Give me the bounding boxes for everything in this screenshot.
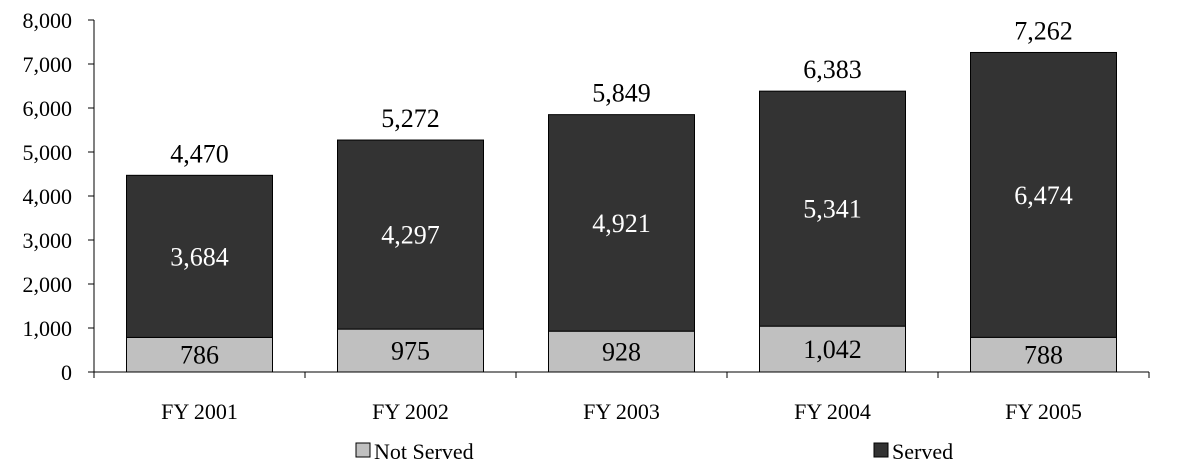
bar-stack: 975 4,297 5,272 bbox=[337, 104, 484, 373]
x-tick-label: FY 2003 bbox=[583, 399, 660, 424]
total-label: 5,849 bbox=[592, 79, 651, 108]
data-label-not-served: 975 bbox=[391, 337, 430, 366]
x-tick-label: FY 2005 bbox=[1005, 399, 1082, 424]
legend-swatch bbox=[355, 442, 371, 458]
legend-label: Not Served bbox=[374, 439, 474, 464]
x-axis: FY 2001 FY 2002 FY 2003 FY 2004 FY 2005 bbox=[93, 371, 1150, 424]
total-label: 6,383 bbox=[803, 55, 862, 84]
bar-not-served bbox=[970, 336, 1117, 373]
bar-not-served bbox=[337, 328, 484, 373]
x-tick-label: FY 2004 bbox=[794, 399, 871, 424]
bar-not-served bbox=[126, 336, 273, 373]
total-label: 7,262 bbox=[1014, 16, 1073, 45]
legend-label: Served bbox=[892, 439, 953, 464]
y-axis: 0 1,000 2,000 3,000 4,000 5,000 6,000 7,000 8,00… bbox=[23, 8, 95, 385]
data-label-served: 4,921 bbox=[592, 209, 651, 238]
bar-stack: 788 6,474 7,262 bbox=[970, 16, 1117, 373]
bar-served bbox=[337, 139, 484, 330]
y-tick-label: 2,000 bbox=[23, 272, 73, 297]
legend: Not Served Served bbox=[355, 439, 953, 464]
data-label-not-served: 928 bbox=[602, 338, 641, 367]
data-label-not-served: 1,042 bbox=[803, 335, 862, 364]
bar-stack: 786 3,684 4,470 bbox=[126, 139, 273, 373]
data-label-not-served: 788 bbox=[1024, 341, 1063, 370]
y-tick-label: 4,000 bbox=[23, 184, 73, 209]
y-tick-label: 8,000 bbox=[23, 8, 73, 33]
y-tick-label: 5,000 bbox=[23, 140, 73, 165]
total-label: 4,470 bbox=[170, 139, 229, 168]
y-tick-label: 7,000 bbox=[23, 52, 73, 77]
y-tick-label: 6,000 bbox=[23, 96, 73, 121]
data-label-served: 3,684 bbox=[170, 242, 229, 271]
data-label-served: 6,474 bbox=[1014, 181, 1073, 210]
y-tick-label: 3,000 bbox=[23, 228, 73, 253]
data-label-served: 4,297 bbox=[381, 221, 440, 250]
total-label: 5,272 bbox=[381, 104, 440, 133]
bar-served bbox=[970, 51, 1117, 338]
bar-served bbox=[548, 114, 695, 332]
bar-stack: 928 4,921 5,849 bbox=[548, 79, 695, 373]
x-tick-label: FY 2001 bbox=[161, 399, 238, 424]
bar-not-served bbox=[548, 330, 695, 373]
bar-stack: 1,042 5,341 6,383 bbox=[759, 55, 906, 373]
data-label-not-served: 786 bbox=[180, 341, 219, 370]
bar-served bbox=[126, 174, 273, 338]
bars: 786 3,684 4,470 975 4,297 5,272 928 4,921 5,849 1… bbox=[126, 16, 1117, 373]
x-tick-label: FY 2002 bbox=[372, 399, 449, 424]
y-tick-label: 1,000 bbox=[23, 316, 73, 341]
y-tick-label: 0 bbox=[61, 360, 72, 385]
bar-served bbox=[759, 90, 906, 327]
legend-swatch bbox=[873, 442, 889, 458]
data-label-served: 5,341 bbox=[803, 195, 862, 224]
